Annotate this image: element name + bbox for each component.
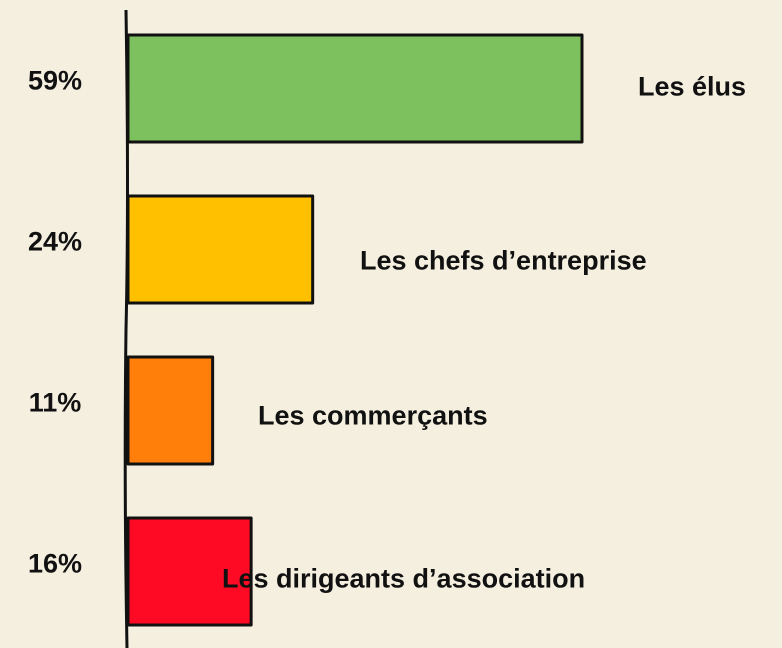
category-label: Les élus — [638, 72, 746, 102]
bar — [126, 516, 253, 627]
bar — [126, 355, 215, 466]
category-label: Les chefs d’entreprise — [360, 246, 647, 276]
value-label: 24% — [28, 227, 82, 257]
axis-line — [123, 9, 129, 648]
category-label: Les commerçants — [258, 401, 488, 431]
value-label: 16% — [28, 549, 82, 579]
value-label: 11% — [29, 388, 82, 418]
bar — [126, 33, 584, 144]
category-label: Les dirigeants d’association — [222, 564, 585, 594]
bar — [126, 194, 315, 305]
value-label: 59% — [28, 66, 82, 96]
